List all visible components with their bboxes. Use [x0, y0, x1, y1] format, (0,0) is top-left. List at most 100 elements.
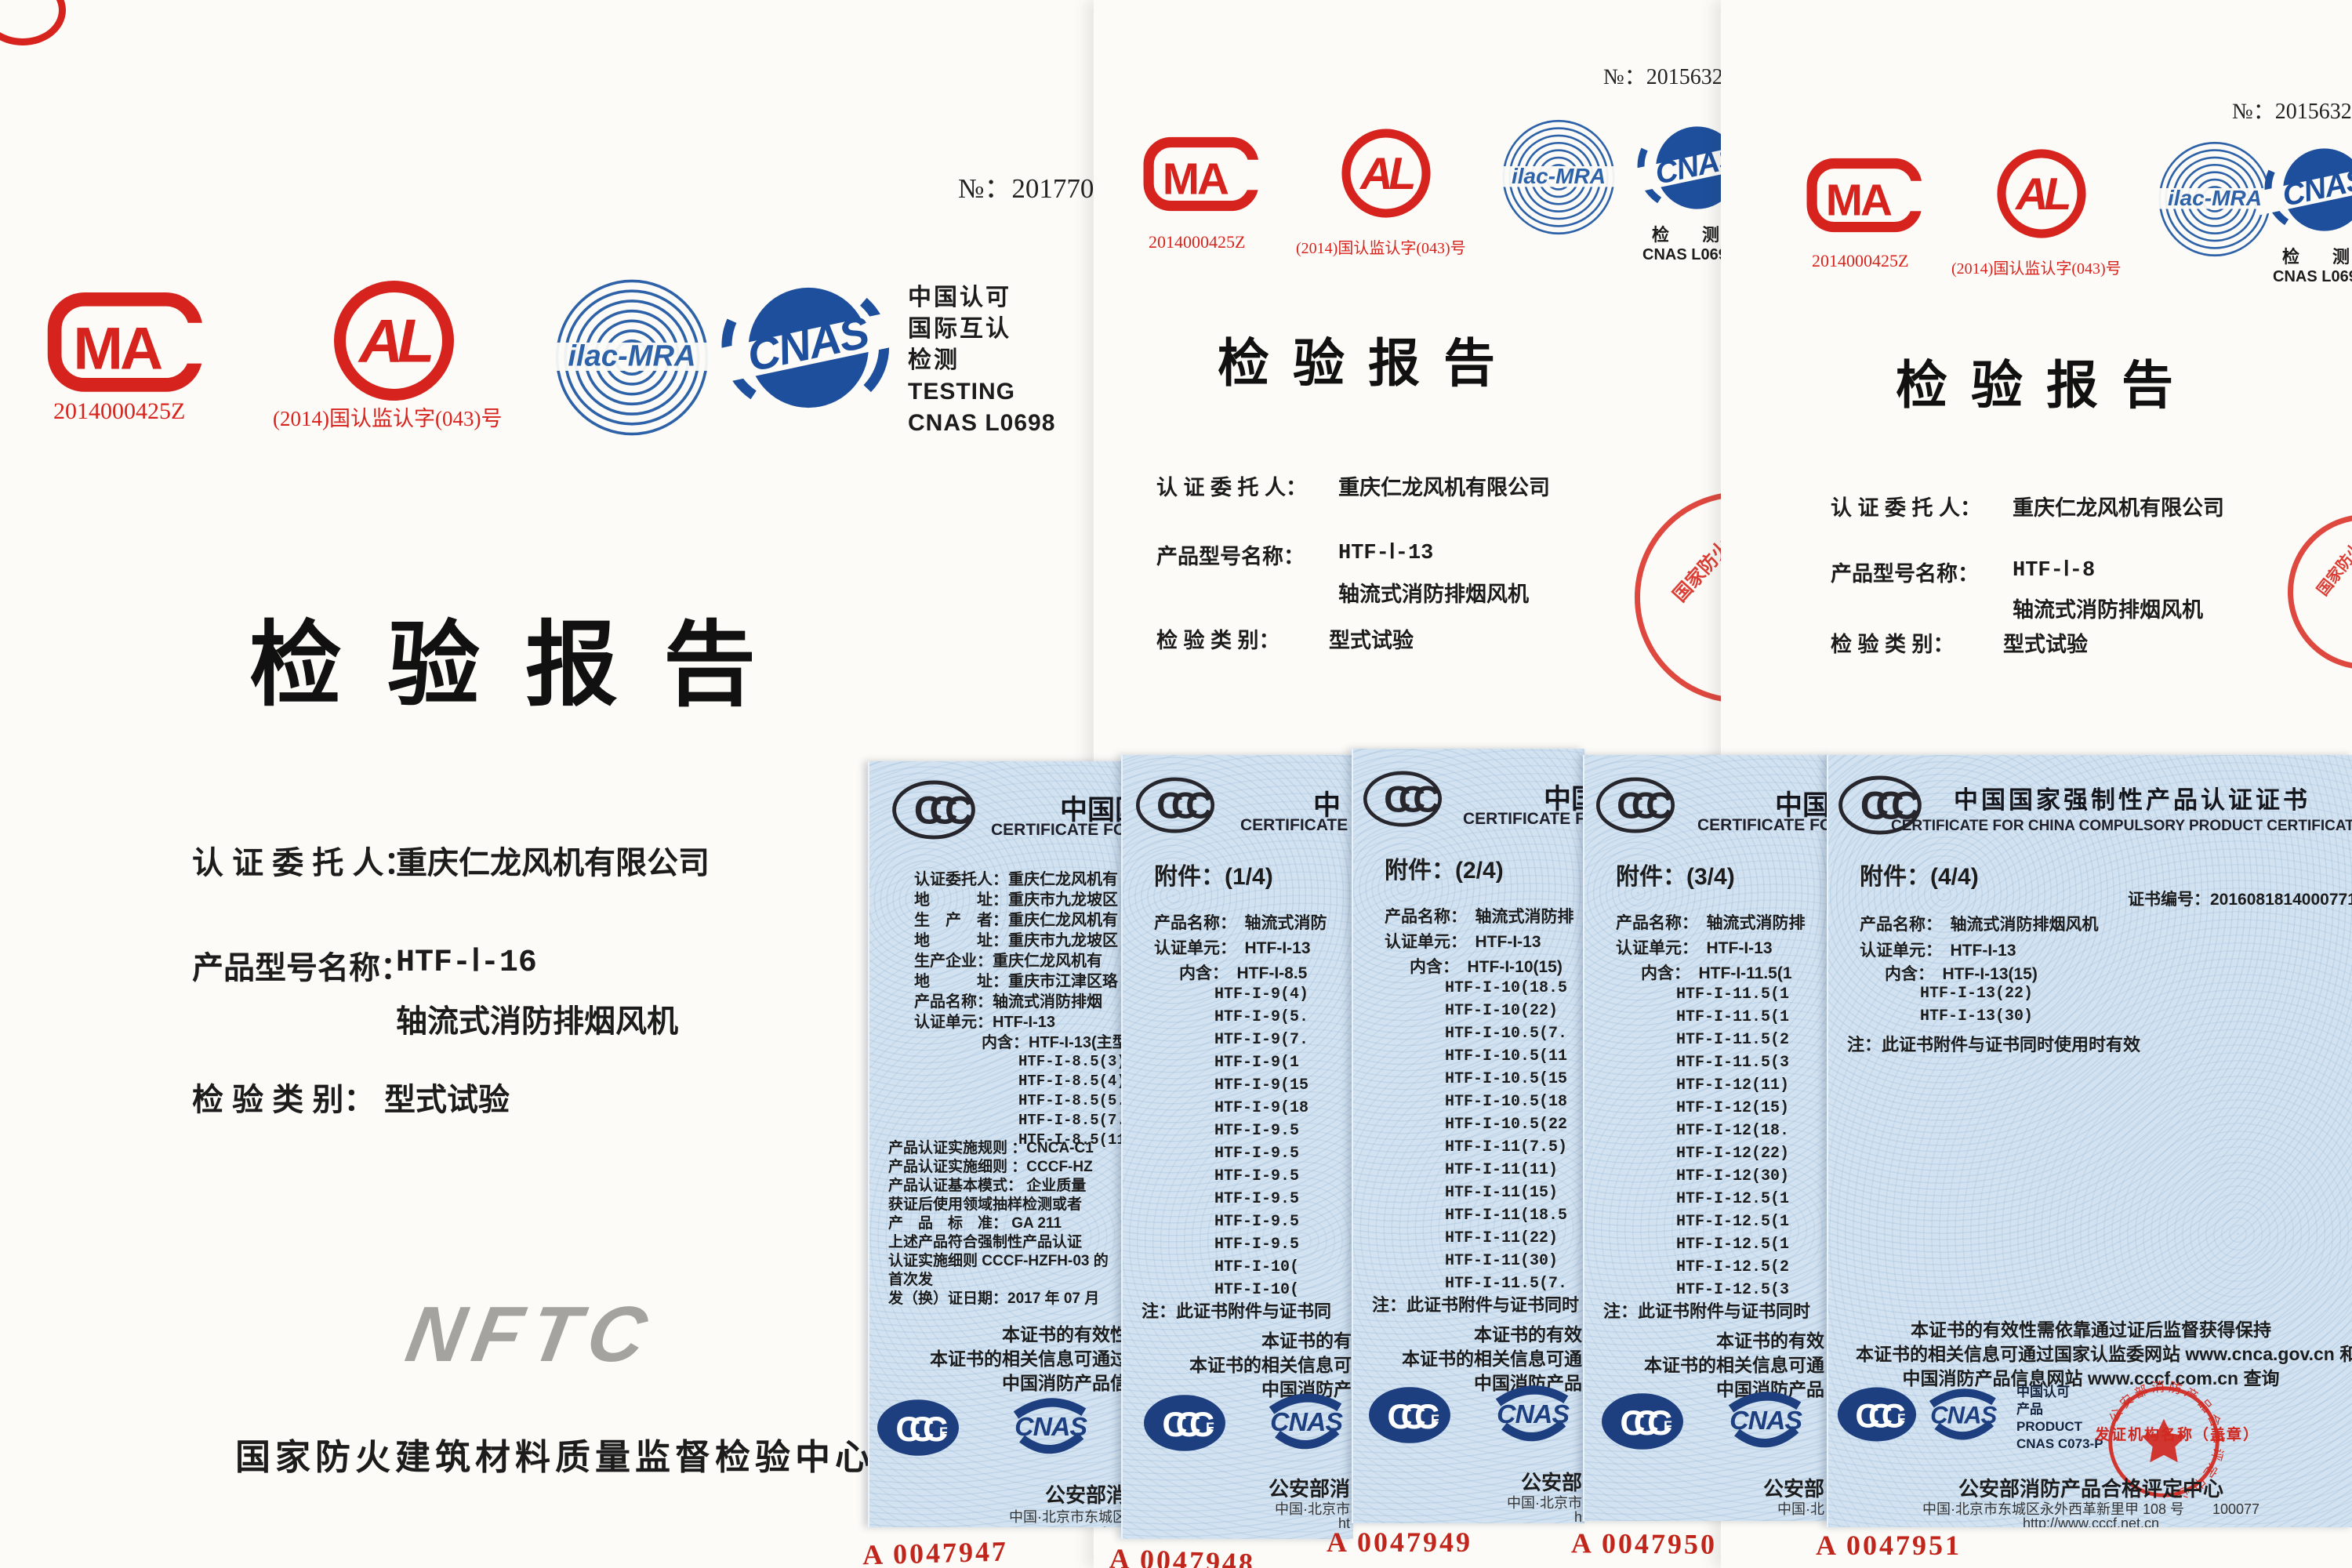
cnas-product-caption: 中国认可 产品 PRODUCT CNAS C073-P [2016, 1384, 2103, 1453]
rule-row: 获证后使用领域抽样检测或者 [888, 1196, 1083, 1213]
applicant-value: 重庆仁龙风机有限公司 [1338, 476, 1550, 499]
model-row: HTF-I-12.5(1 [1676, 1213, 1790, 1231]
model-row: HTF-I-12(22) [1676, 1145, 1790, 1163]
model-row: HTF-I-10.5(15 [1445, 1070, 1568, 1088]
certificate-title-en: CERTIFICATE FOR CHINA COMPULSORY PRODUCT… [1891, 818, 2352, 834]
validity-row: 中国消防产品信 [1002, 1373, 1123, 1393]
model-row: HTF-I-9(18 [1214, 1099, 1309, 1117]
cnas-caption-code: CNAS L0698 [2273, 268, 2352, 285]
model-row: HTF-I-11(11) [1445, 1161, 1559, 1179]
model-row: HTF-I-12.5(1 [1676, 1236, 1790, 1254]
certificate-number: 证书编号：2016081814000771 [2128, 891, 2352, 909]
attachment-label: 附件：(4/4) [1860, 864, 1979, 890]
rule-row: 认证实施细则 CCCF-HZFH-03 的 [888, 1253, 1109, 1269]
org-address: 中国·北京市 [1275, 1501, 1350, 1517]
model-list: HTF-I-10(18.5 HTF-I-10(22) HTF-I-10.5(7. HT… [1445, 979, 1567, 1298]
certificate-title-en: CERTIFICATE F [1240, 816, 1353, 834]
model-desc: 轴流式消防排烟风机 [396, 1004, 678, 1039]
certificate-field-row: 地 址：重庆市江津区珞 [914, 973, 1118, 990]
cnas-round-icon [1719, 1384, 1815, 1457]
model-list: HTF-I-11.5(1 HTF-I-11.5(1 HTF-I-11.5(2 HTF-… [1676, 985, 1789, 1304]
certificate-field-row: 地 址：重庆市九龙坡区 [914, 891, 1118, 909]
cert-unit-row: 认证单元： HTF-I-13 [1616, 939, 1773, 957]
model-label: 产品型号名称： [1156, 545, 1305, 568]
model-row: HTF-I-9.5 [1214, 1145, 1300, 1163]
applicant-label: 认 证 委 托 人： [192, 846, 416, 880]
validity-row: 本证书的相关信息可通过国家认监委网站 www.cnca.gov.cn 和 [1856, 1344, 2352, 1364]
ilac-mra-icon [1497, 116, 1620, 238]
certificate-field-row: 生产企业：重庆仁龙风机有 [914, 953, 1102, 970]
model-value: HTF-Ⅰ-8 [2013, 559, 2096, 583]
model-desc: 轴流式消防排烟风机 [1338, 583, 1529, 606]
model-row: HTF-I-9(4) [1214, 985, 1309, 1004]
org-address: 中国·北京市 [1507, 1495, 1582, 1511]
cma-code: 2014000425Z [53, 398, 186, 424]
model-list: HTF-I-9(4) HTF-I-9(5. HTF-I-9(7. HTF-I-9(1 H… [1214, 985, 1308, 1304]
cccf-logo-icon [876, 1395, 960, 1461]
cnas-round-icon [1486, 1377, 1582, 1451]
note-row: 注：此证书附件与证书同 [1142, 1301, 1332, 1321]
certificate-field-row: 认证委托人：重庆仁龙风机有 [914, 871, 1118, 888]
product-name-row: 产品名称： 轴流式消防排 [1616, 914, 1806, 932]
org-address: 中国·北 [1777, 1501, 1824, 1517]
model-row: HTF-I-10.5(11 [1445, 1047, 1568, 1065]
serial-number-1: A 0047947 [862, 1535, 1009, 1568]
validity-row: 本证书的有 [1261, 1330, 1352, 1351]
issuing-org: 公安部消防产品合格评定中心 [1958, 1477, 2223, 1501]
rule-row: 发（换）证日期：2017 年 07 月 [888, 1290, 1100, 1307]
applicant-label: 认 证 委 托 人： [1831, 496, 1982, 520]
model-row: HTF-I-11.5(1 [1676, 1008, 1790, 1026]
model-value: HTF-Ⅰ-16 [396, 946, 537, 981]
ccc-certificate-attachment-2: 中国 CERTIFICATE FOR 附件：(2/4) 产品名称： 轴流式消防排… [1352, 749, 1584, 1523]
corner-stamp-fragment [0, 0, 66, 45]
validity-row: 本证书的有效 [1474, 1324, 1582, 1345]
accreditation-line: 中国认可 [908, 285, 1011, 310]
cccf-logo-icon [1142, 1390, 1227, 1456]
model-desc: 轴流式消防排烟风机 [2013, 598, 2203, 622]
validity-lines: 本证书的有 本证书的相关信息可 中国消防产 [1123, 1326, 1352, 1399]
ccc-logo-icon [1134, 771, 1217, 840]
product-name-row: 产品名称： 轴流式消防排烟风机 [1860, 916, 2099, 934]
serial-number-2: A 0047948 [1109, 1542, 1256, 1568]
model-row: HTF-I-9.5 [1214, 1122, 1300, 1140]
cal-code: (2014)国认监认字(043)号 [1296, 240, 1466, 257]
certificate-title-en: CERTIFICATE FOR [1697, 816, 1828, 834]
model-row: HTF-I-10.5(22 [1445, 1116, 1568, 1134]
cnas-round-icon [1004, 1390, 1100, 1464]
model-row: HTF-I-11.5(3 [1676, 1054, 1790, 1072]
model-list: HTF-I-13(22) HTF-I-13(30) [1920, 985, 2033, 1030]
model-row: HTF-I-11(7.5) [1445, 1138, 1568, 1156]
report-number: №：201563231 [1603, 65, 1721, 89]
accreditation-line: 检测 [908, 347, 960, 373]
rule-row: 产品认证实施细则 ：CCCF-HZ [888, 1159, 1093, 1175]
validity-row: 本证书的有效性需依靠通过证后监督获得保持 [1911, 1319, 2271, 1340]
model-row: HTF-I-12.5(3 [1676, 1281, 1790, 1299]
nftc-logo: NFTC [400, 1290, 662, 1378]
validity-lines: 本证书的有效性需依靠通过证后监督获得保持本证书的相关信息可通过国家认监委网站 w… [1856, 1315, 2352, 1388]
model-row: HTF-I-8.5(3) [1018, 1053, 1123, 1070]
cccf-logo-icon [1836, 1382, 1918, 1446]
attachment-label: 附件：(2/4) [1385, 858, 1504, 884]
model-row: HTF-I-11.5(7. [1445, 1275, 1568, 1293]
cnas-round-icon [1260, 1385, 1353, 1459]
model-row: HTF-I-12(11) [1676, 1076, 1790, 1094]
model-row: HTF-I-13(30) [1920, 1007, 2034, 1025]
model-row: HTF-I-8.5(4) [1018, 1073, 1123, 1090]
model-label: 产品型号名称： [192, 951, 412, 985]
certificate-field-row: 地 址：重庆市九龙坡区 [914, 932, 1118, 949]
applicant-label: 认 证 委 托 人： [1156, 476, 1308, 499]
certificate-field-row: 生 产 者：重庆仁龙风机有 [914, 912, 1118, 929]
cnas-caption-line: CNAS C073-P [2016, 1436, 2103, 1451]
accreditation-line: TESTING [908, 379, 1016, 405]
cma-code: 2014000425Z [1812, 251, 1909, 270]
model-row: HTF-I-8.5(7.5) [1018, 1112, 1123, 1129]
model-row: HTF-I-10.5(18 [1445, 1093, 1568, 1111]
org-url: http://www.cccf.net.cn [2022, 1515, 2160, 1527]
ccc-logo-icon [1361, 764, 1444, 833]
rule-row: 产 品 标 准： GA 211 [888, 1215, 1062, 1232]
cnas-icon [1633, 124, 1721, 212]
validity-row: 本证书的相关信息可通 [1402, 1348, 1582, 1369]
ccc-logo-icon [1594, 771, 1677, 840]
applicant-value: 重庆仁龙风机有限公司 [2013, 496, 2224, 520]
ilac-mra-icon [2154, 138, 2276, 260]
